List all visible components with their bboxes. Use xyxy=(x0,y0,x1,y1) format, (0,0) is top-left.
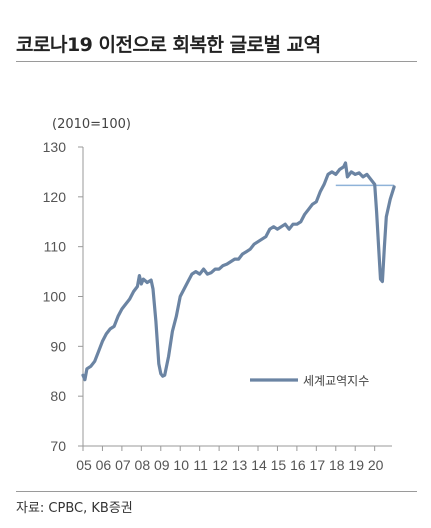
x-tick-label: 17 xyxy=(310,457,326,473)
x-tick-label: 20 xyxy=(368,457,384,473)
y-tick-label: 90 xyxy=(50,338,66,354)
y-unit-label: (2010=100) xyxy=(52,117,131,132)
x-tick-label: 11 xyxy=(193,457,208,473)
x-tick-label: 10 xyxy=(173,457,189,473)
y-tick-label: 100 xyxy=(43,289,67,305)
title-divider xyxy=(16,61,417,62)
x-tick-label: 15 xyxy=(271,457,287,473)
x-axis-ticks: 05 06 07 08 09 10 11 12 13 14 15 16 17 18 19 20 xyxy=(76,446,384,473)
series-line xyxy=(81,161,396,382)
x-tick-label: 19 xyxy=(348,457,364,473)
x-tick-label: 09 xyxy=(154,457,170,473)
x-tick-label: 16 xyxy=(290,457,306,473)
y-tick-label: 130 xyxy=(43,139,67,155)
legend-label: 세계교역지수 xyxy=(303,374,369,388)
source-note: 자료: CPBC, KB증권 xyxy=(16,501,133,516)
y-tick-label: 80 xyxy=(50,388,66,404)
footer-divider xyxy=(16,491,417,492)
y-axis-ticks: 130 120 110 100 90 80 70 xyxy=(43,139,83,454)
x-tick-label: 05 xyxy=(76,457,92,473)
x-tick-label: 14 xyxy=(251,457,267,473)
y-tick-label: 120 xyxy=(43,189,67,205)
legend: 세계교역지수 xyxy=(250,374,369,388)
x-tick-label: 18 xyxy=(329,457,345,473)
x-tick-label: 12 xyxy=(212,457,228,473)
x-tick-label: 08 xyxy=(135,457,151,473)
y-tick-label: 70 xyxy=(50,438,66,454)
x-tick-label: 06 xyxy=(96,457,112,473)
chart-title: 코로나19 이전으로 회복한 글로벌 교역 xyxy=(16,34,321,56)
x-tick-label: 07 xyxy=(115,457,131,473)
y-tick-label: 110 xyxy=(44,239,67,255)
x-tick-label: 13 xyxy=(232,457,248,473)
